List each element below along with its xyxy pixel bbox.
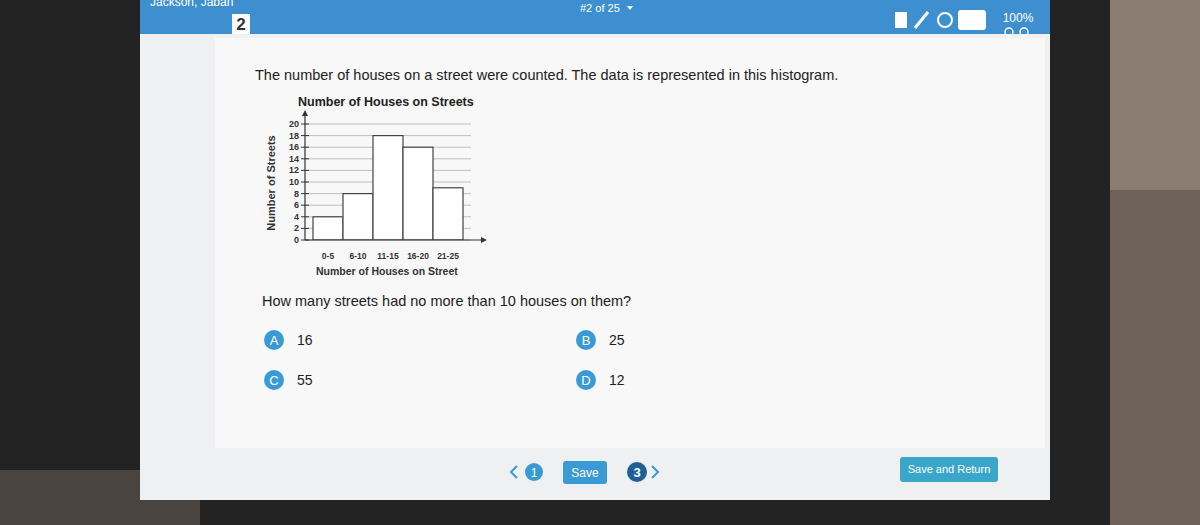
user-name: Jackson, Jaban — [150, 0, 233, 9]
x-axis-label: Number of Houses on Street — [316, 265, 458, 277]
grid-line — [305, 124, 471, 125]
prev-number: 1 — [531, 466, 538, 480]
screen-photo: Jackson, Jaban2#2 of 25100%The number of… — [0, 0, 1200, 525]
choice[interactable]: D 12 — [576, 370, 625, 390]
y-axis-label: Number of Streets — [265, 135, 277, 230]
theme-button[interactable] — [958, 10, 986, 30]
save-return-label: Save and Return — [908, 463, 991, 475]
next-arrow[interactable] — [652, 466, 658, 478]
save-return-button[interactable] — [900, 457, 998, 482]
choice-badge — [264, 330, 284, 350]
bar — [403, 147, 433, 240]
y-tick-label: 2 — [294, 223, 299, 233]
doc-icon[interactable] — [895, 12, 907, 28]
zoom-out[interactable] — [1020, 28, 1028, 36]
question: How many streets had no more than 10 hou… — [262, 293, 631, 309]
choice-letter: D — [581, 373, 590, 388]
zoom: 100% — [1003, 11, 1034, 25]
y-tick-label: 12 — [289, 165, 299, 175]
question-panel — [215, 38, 1045, 448]
choice-letter: B — [582, 333, 591, 348]
zoom-in[interactable] — [1005, 28, 1013, 36]
choice-letter: C — [269, 373, 278, 388]
y-tick-label: 14 — [289, 154, 299, 164]
save-label: Save — [571, 466, 599, 480]
choice-badge — [576, 330, 596, 350]
prompt: The number of houses on a street were co… — [255, 67, 838, 83]
choice-badge — [576, 370, 596, 390]
clear-icon[interactable] — [938, 13, 952, 27]
chart-title: Number of Houses on Streets — [298, 95, 474, 109]
question-badge — [232, 14, 250, 34]
choice-text: 25 — [609, 332, 625, 348]
bar — [313, 217, 343, 240]
choice-text: 12 — [609, 372, 625, 388]
x-axis-arrow — [481, 237, 487, 243]
prev-arrow[interactable] — [511, 466, 517, 478]
choice[interactable]: B 25 — [576, 330, 625, 350]
y-axis-arrow — [302, 110, 308, 116]
background-wall — [1110, 0, 1200, 525]
y-tick-label: 16 — [289, 142, 299, 152]
screen — [140, 0, 1050, 500]
bar — [433, 188, 463, 240]
next-badge[interactable] — [627, 462, 647, 482]
bar — [373, 136, 403, 240]
y-tick-label: 4 — [294, 212, 299, 222]
save-button[interactable] — [563, 461, 607, 484]
top-bar — [140, 0, 1050, 34]
background-carpet — [1110, 190, 1200, 525]
progress-dropdown — [627, 6, 633, 10]
next-number: 3 — [633, 465, 640, 480]
choice-badge — [264, 370, 284, 390]
bars — [313, 136, 463, 240]
y-axis — [304, 112, 305, 240]
x-tick-label: 16-20 — [407, 251, 429, 261]
progress: #2 of 25 — [580, 2, 620, 14]
x-tick-label: 6-10 — [349, 251, 366, 261]
y-tick-label: 18 — [289, 131, 299, 141]
x-tick-label: 21-25 — [437, 251, 459, 261]
x-tick-label: 11-15 — [377, 251, 399, 261]
bar — [343, 194, 373, 240]
choice-letter: A — [270, 333, 279, 348]
choice[interactable]: A 16 — [264, 330, 313, 350]
question-number: 2 — [236, 15, 245, 34]
choice-text: 16 — [297, 332, 313, 348]
y-tick-label: 10 — [289, 177, 299, 187]
y-tick-label: 20 — [289, 119, 299, 129]
x-axis — [305, 239, 485, 240]
x-tick-label: 0-5 — [322, 251, 335, 261]
y-tick-label: 0 — [294, 235, 299, 245]
chart: Number of Houses on Streets 0 24 68 10 1214 16… — [265, 95, 487, 277]
pen-icon[interactable] — [915, 12, 928, 28]
bezel — [0, 0, 1200, 525]
prev-badge[interactable] — [525, 463, 543, 481]
y-tick-label: 8 — [294, 189, 299, 199]
choice[interactable]: C 55 — [264, 370, 313, 390]
choice-text: 55 — [297, 372, 313, 388]
y-tick-label: 6 — [294, 200, 299, 210]
